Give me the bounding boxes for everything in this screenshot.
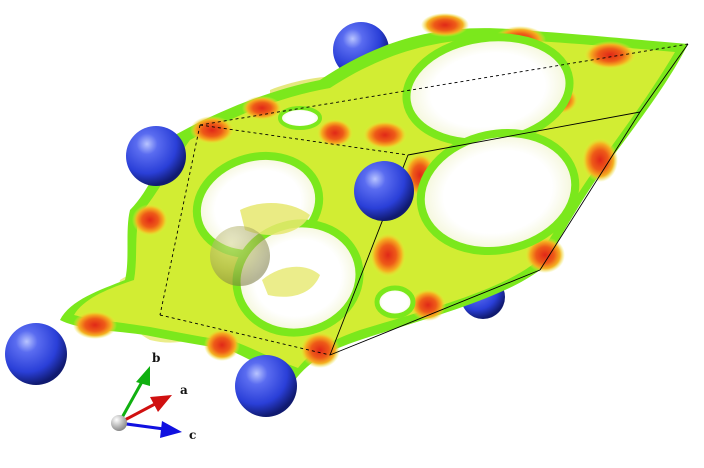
b-axis-line xyxy=(117,379,145,424)
hotspot xyxy=(410,289,446,321)
axes-origin xyxy=(111,415,127,431)
hotspot xyxy=(363,121,407,149)
atom-bottom-left xyxy=(5,323,67,385)
axis-label-a: a xyxy=(180,383,188,397)
pore-right xyxy=(416,128,580,256)
front-atoms xyxy=(5,126,414,417)
unit-cell-edges xyxy=(159,43,689,356)
pore-small xyxy=(374,285,416,319)
b-axis-arrow xyxy=(136,366,150,386)
hotspot xyxy=(190,116,234,144)
hotspot xyxy=(204,329,240,361)
hotspot xyxy=(73,311,117,339)
pore-small xyxy=(278,106,322,130)
hotspot xyxy=(300,332,340,368)
axes-indicator: b a c xyxy=(111,351,196,442)
axis-label-b: b xyxy=(152,351,160,365)
atom-left xyxy=(126,126,186,186)
hotspot xyxy=(582,138,618,182)
a-axis-arrow xyxy=(150,395,172,412)
hotspot xyxy=(421,13,469,37)
hotspot xyxy=(584,41,636,69)
hotspot xyxy=(242,96,282,120)
hotspot xyxy=(132,204,168,236)
hotspot xyxy=(317,119,353,147)
axis-label-c: c xyxy=(189,428,196,442)
atom-bottom xyxy=(235,355,297,417)
c-axis-arrow xyxy=(160,421,182,438)
atom-center xyxy=(354,161,414,221)
hotspot xyxy=(370,233,406,277)
